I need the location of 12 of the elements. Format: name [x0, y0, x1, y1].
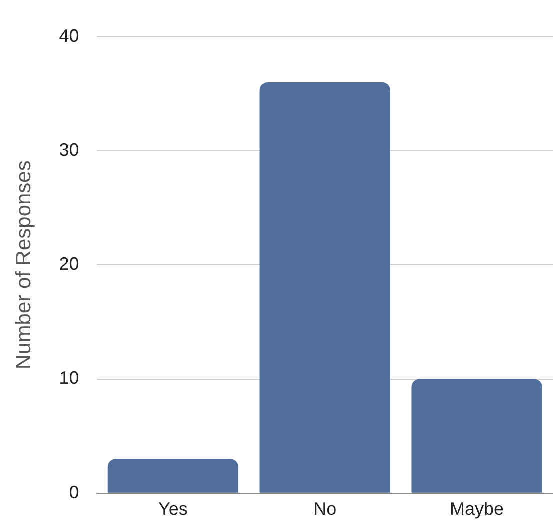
x-tick-label: Yes — [158, 499, 188, 520]
y-tick-label: 10 — [59, 368, 80, 388]
bar — [412, 379, 542, 493]
y-tick-label: 30 — [59, 140, 80, 160]
x-tick-label: No — [314, 499, 337, 520]
bar — [108, 459, 239, 493]
y-axis-title: Number of Responses — [12, 160, 36, 370]
y-tick-label: 0 — [69, 482, 80, 502]
x-tick-label: Maybe — [450, 499, 504, 520]
y-tick-label: 40 — [59, 26, 80, 46]
bar — [260, 82, 390, 493]
y-tick-label: 20 — [59, 254, 80, 274]
